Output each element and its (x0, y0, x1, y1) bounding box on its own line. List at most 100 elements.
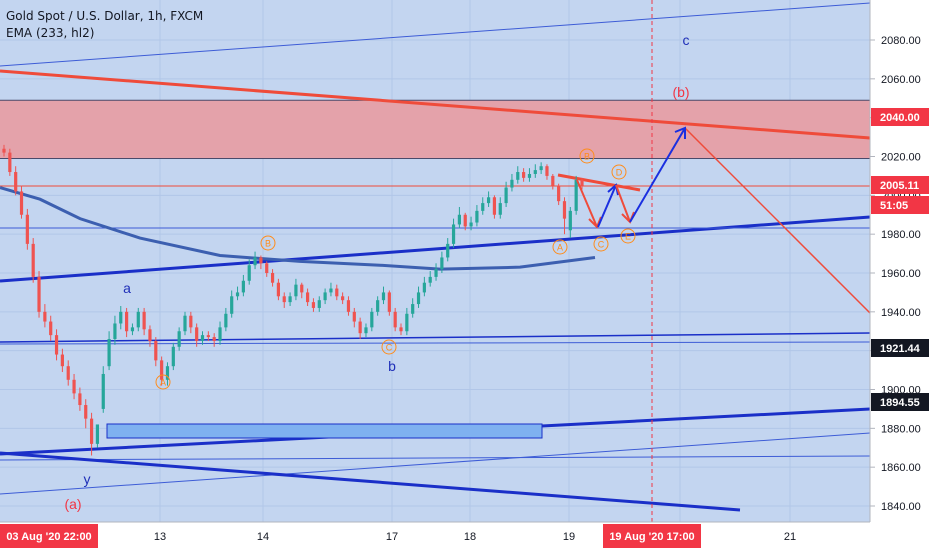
candle-body (393, 311, 397, 328)
candle (568, 206, 572, 239)
circle-label-ring (579, 148, 595, 164)
candle (451, 218, 456, 248)
price-tick-label: 2080.00 (881, 35, 921, 47)
wave-label: c (683, 32, 690, 48)
symbol-title: Gold Spot / U.S. Dollar, 1h, FXCM (6, 9, 204, 23)
candle (60, 348, 64, 373)
candle-body (177, 331, 181, 347)
candle (165, 362, 170, 386)
candle (253, 251, 257, 270)
circle-label-text: C (598, 240, 605, 250)
candle (422, 276, 426, 297)
candle-body (49, 321, 53, 336)
support-box[interactable] (106, 423, 543, 439)
candle (352, 307, 356, 328)
candle (200, 331, 205, 345)
candle (440, 251, 444, 273)
channel-top-line (0, 2, 871, 67)
candle (37, 271, 41, 318)
price-tick-label: 1960.00 (881, 268, 921, 280)
candle-body (119, 311, 123, 324)
candle (95, 424, 100, 448)
candle-body (183, 315, 187, 332)
candle-body (580, 179, 584, 186)
candle (235, 286, 240, 301)
candle (282, 292, 286, 308)
time-label-cursor-text: 19 Aug '20 17:00 (609, 531, 694, 543)
circle-label: C (593, 236, 609, 252)
wave-label: b (388, 358, 396, 374)
candle (522, 168, 526, 182)
candle (364, 323, 368, 338)
price-label-bg (871, 339, 929, 357)
candle-body (2, 148, 6, 153)
candle-body (218, 327, 222, 341)
candle (545, 164, 549, 180)
candle-body (230, 296, 234, 314)
candle-body (516, 172, 520, 180)
candle-body (60, 354, 64, 367)
candle (469, 216, 473, 231)
circle-label-ring (155, 374, 171, 390)
candle-body (346, 300, 351, 312)
circle-label-text: C (386, 343, 393, 353)
candle (189, 311, 193, 334)
circle-label: A (155, 374, 171, 390)
candle-body (364, 327, 368, 334)
circle-label-text: A (557, 243, 563, 253)
candle-body (113, 323, 117, 340)
candle-body (498, 203, 502, 215)
candle-body (539, 166, 543, 171)
candle-body (84, 405, 88, 419)
candle-body (446, 243, 450, 258)
time-tick-label: 21 (784, 531, 796, 543)
candle (247, 259, 251, 285)
circle-label: B (260, 235, 276, 251)
candle-body (282, 296, 286, 303)
resistance-zone[interactable] (0, 100, 870, 159)
candle-body (510, 179, 514, 188)
candle (54, 329, 59, 361)
candle-body (89, 418, 94, 444)
wave-labels: a b c y(a) (b) A B C A B C D E (64, 32, 689, 512)
candle (294, 278, 298, 301)
candle (341, 292, 345, 305)
price-label-text: 51:05 (880, 200, 908, 212)
candle (101, 366, 105, 413)
circle-label-text: A (160, 378, 166, 388)
candle (446, 238, 450, 262)
candle (25, 208, 29, 250)
candle-body (43, 311, 47, 322)
candle-body (387, 292, 391, 312)
candle-body (317, 300, 321, 308)
circle-label-ring (620, 228, 636, 244)
price-axis-bg (870, 0, 932, 550)
circle-label-ring (611, 164, 627, 180)
candle-body (422, 282, 426, 293)
candle-body (259, 257, 263, 264)
candle-body (142, 311, 146, 330)
candle-body (411, 304, 415, 314)
lower-parallel-line (0, 432, 871, 495)
candle (399, 323, 403, 336)
projection-arrows[interactable] (576, 126, 686, 229)
candle-body (31, 243, 35, 277)
candle-body (475, 210, 479, 223)
candle (148, 325, 152, 347)
time-label-start: 03 Aug '20 22:00 (0, 524, 98, 548)
candle (557, 183, 561, 206)
candle-body (440, 257, 444, 270)
candle (72, 373, 76, 400)
candle-body (8, 152, 12, 173)
candle-body (247, 265, 251, 281)
candle (574, 175, 578, 215)
candle (551, 173, 555, 190)
price-axis[interactable]: 1840.001860.001880.001900.001920.001940.… (869, 0, 932, 550)
candle (177, 327, 181, 351)
candle-body (352, 311, 356, 322)
price-label: 51:05 (871, 196, 929, 214)
price-label-text: 1921.44 (880, 343, 921, 355)
